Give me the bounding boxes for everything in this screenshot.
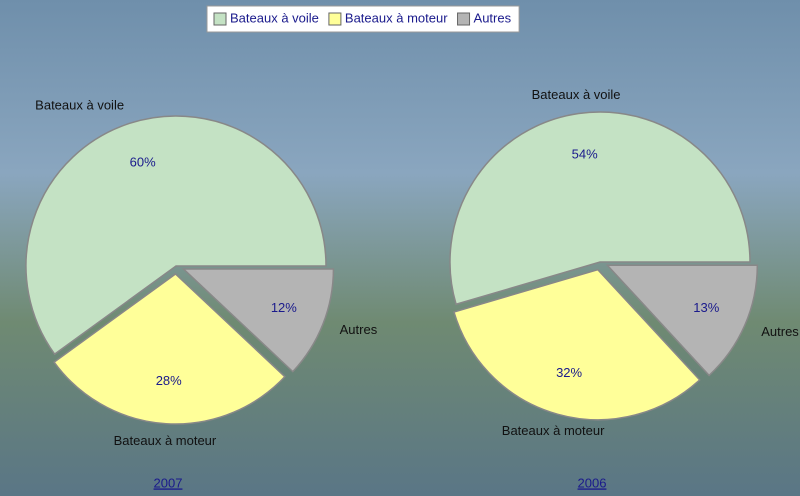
legend-swatch [328, 12, 342, 26]
value-label: 13% [693, 300, 719, 315]
pie-slice [25, 115, 327, 356]
category-label: Bateaux à moteur [502, 423, 605, 438]
category-label: Autres [761, 324, 799, 339]
pie-slice [605, 264, 759, 377]
value-label: 28% [156, 373, 182, 388]
category-label: Autres [340, 322, 378, 337]
legend-label: Bateaux à moteur [345, 10, 448, 25]
pie-slice [449, 111, 751, 306]
category-label: Bateaux à moteur [114, 433, 217, 448]
chart-title: 2006 [578, 475, 607, 490]
pie-slice [181, 268, 335, 373]
pie-slice [53, 273, 286, 425]
value-label: 32% [556, 365, 582, 380]
value-label: 54% [572, 147, 598, 162]
legend: Bateaux à voile Bateaux à moteur Autres [206, 5, 520, 33]
category-label: Bateaux à voile [35, 98, 124, 113]
legend-swatch [213, 12, 227, 26]
value-label: 12% [271, 300, 297, 315]
legend-label: Bateaux à voile [230, 10, 319, 25]
chart-title: 2007 [154, 475, 183, 490]
value-label: 60% [130, 155, 156, 170]
legend-label: Autres [474, 10, 512, 25]
category-label: Bateaux à voile [532, 87, 621, 102]
legend-swatch [457, 12, 471, 26]
pie-slice [453, 268, 701, 421]
